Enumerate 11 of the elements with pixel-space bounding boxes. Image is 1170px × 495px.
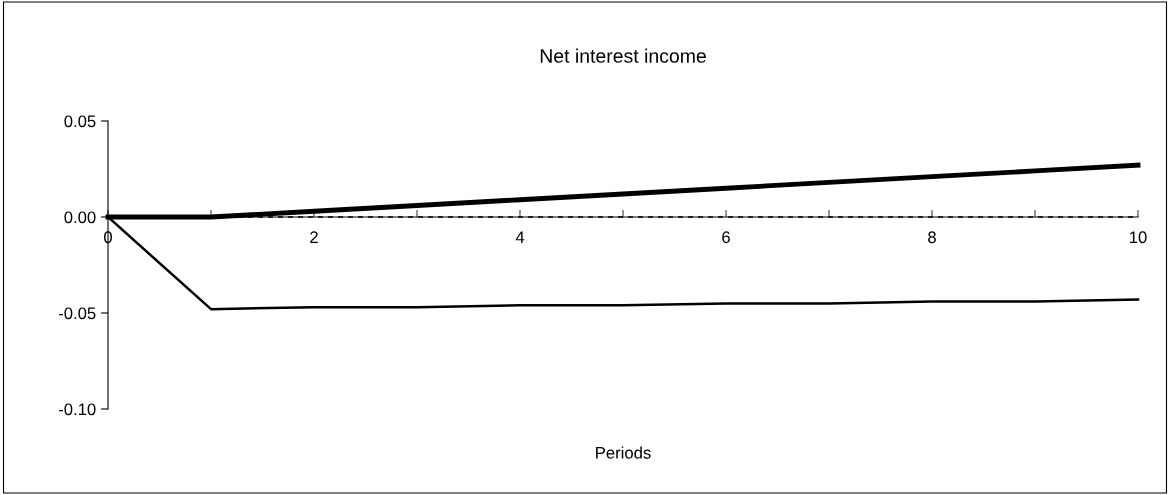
chart-title: Net interest income [540, 48, 706, 63]
x-tick-label: 10 [1130, 231, 1147, 244]
x-tick-label: 2 [310, 231, 318, 243]
y-tick-label: 0.05 [64, 115, 96, 128]
x-tick-label: 6 [722, 231, 730, 244]
y-tick-label: -0.10 [58, 403, 96, 416]
y-tick-label: -0.05 [58, 307, 96, 320]
x-axis-title: Periods [596, 446, 651, 459]
x-tick-label: 4 [515, 231, 525, 243]
y-tick-label: 0.00 [64, 211, 96, 224]
x-tick-label: 8 [928, 231, 936, 244]
